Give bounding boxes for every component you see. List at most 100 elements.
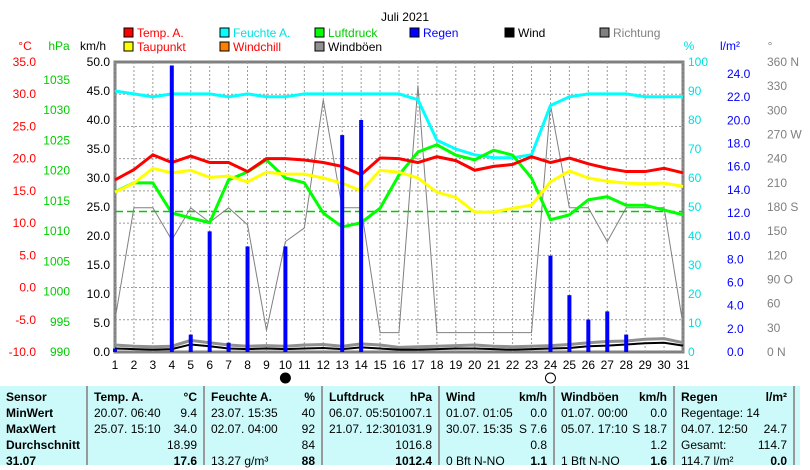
wind-axis-tick: 0.0 <box>93 345 110 359</box>
x-tick-label: 18 <box>430 358 444 372</box>
table-cell: Feuchte A.% <box>211 390 315 406</box>
wind-axis-tick: 50.0 <box>87 55 111 69</box>
rain-axis-tick: 0.0 <box>727 345 744 359</box>
table-cell: MinWert <box>6 406 80 422</box>
wind-axis-tick: 30.0 <box>87 171 111 185</box>
rain-axis-tick: 24.0 <box>727 67 751 81</box>
cell-value: 1.2 <box>650 438 667 452</box>
temp-axis-tick: 20.0 <box>13 152 37 166</box>
rain-bar <box>624 334 629 352</box>
legend-label: Taupunkt <box>137 40 186 54</box>
x-tick-label: 10 <box>279 358 293 372</box>
cell-text: 06.07. 05:50 <box>329 406 396 420</box>
cell-text: 01.07. 01:05 <box>446 406 513 420</box>
humidity-axis-tick: 30 <box>688 258 702 272</box>
x-tick-label: 1 <box>112 358 119 372</box>
row-label: Durchschnitt <box>6 438 81 452</box>
x-tick-label: 20 <box>468 358 482 372</box>
column-unit: hPa <box>409 390 432 404</box>
x-tick-label: 2 <box>131 358 138 372</box>
series-taupunkt <box>114 166 684 214</box>
table-column: Luftdruck hPa 06.07. 05:50 1007.1 21.07. 12:… <box>323 386 440 468</box>
cell-text: 1 Bft N-NO <box>561 454 620 468</box>
x-tick-label: 19 <box>449 358 463 372</box>
table-cell: Regen l/m² <box>681 390 787 406</box>
rain-axis-tick: 22.0 <box>727 90 751 104</box>
humidity-axis-label: % <box>684 39 695 53</box>
rain-axis-tick: 14.0 <box>727 183 751 197</box>
pressure-axis-tick: 1030 <box>43 103 70 117</box>
legend-swatch <box>314 27 325 38</box>
cell-value: 18.99 <box>166 438 197 452</box>
table-cell: 21.07. 12:30 1031.9 <box>329 422 432 438</box>
x-tick-label: 4 <box>168 358 175 372</box>
wind-axis-label: km/h <box>80 39 106 53</box>
temp-axis-tick: 5.0 <box>19 248 36 262</box>
cell-text: 04.07. 12:50 <box>681 422 748 436</box>
pressure-axis-tick: 1010 <box>43 224 70 238</box>
x-tick-label: 31 <box>676 358 690 372</box>
cell-value: S 7.6 <box>518 422 547 436</box>
rain-axis-tick: 10.0 <box>727 229 751 243</box>
column-header: Sensor <box>6 390 47 404</box>
table-cell: 06.07. 05:50 1007.1 <box>329 406 432 422</box>
pressure-axis-tick: 1015 <box>43 194 70 208</box>
cell-text: 23.07. 15:35 <box>211 406 278 420</box>
legend-swatch <box>123 27 134 38</box>
legend-swatch <box>409 27 420 38</box>
x-tick-label: 24 <box>544 358 558 372</box>
legend-label: Feuchte A. <box>233 26 290 40</box>
legend-swatch <box>219 27 230 38</box>
humidity-axis-tick: 90 <box>688 84 702 98</box>
cell-value: 24.7 <box>763 422 787 436</box>
cell-value: 17.6 <box>173 454 197 468</box>
x-tick-label: 21 <box>487 358 501 372</box>
cell-text: 20.07. 06:40 <box>94 406 161 420</box>
cell-text: 30.07. 15:35 <box>446 422 513 436</box>
legend-swatch <box>504 27 515 38</box>
moon-new-icon <box>279 372 291 384</box>
cell-value: 1.1 <box>530 454 547 468</box>
legend-label: Richtung <box>613 26 660 40</box>
direction-axis-tick: 330 <box>767 79 787 93</box>
legend-label: Windböen <box>328 40 382 54</box>
rain-bar <box>605 311 610 352</box>
legend-label: Luftdruck <box>328 26 378 40</box>
table-cell: 01.07. 00:00 0.0 <box>561 406 667 422</box>
table-cell: 05.07. 17:10 S 18.7 <box>561 422 667 438</box>
pressure-axis-tick: 1025 <box>43 133 70 147</box>
pressure-axis-tick: 1020 <box>43 164 70 178</box>
rain-axis-tick: 2.0 <box>727 322 744 336</box>
row-label: 31.07 <box>6 454 37 468</box>
rain-bar <box>567 295 572 352</box>
legend-swatch <box>599 27 610 38</box>
rain-bar <box>586 319 591 352</box>
x-tick-label: 6 <box>206 358 213 372</box>
table-cell: 84 <box>211 438 315 454</box>
temp-axis-tick: 35.0 <box>13 55 37 69</box>
x-tick-label: 5 <box>187 358 194 372</box>
x-tick-label: 26 <box>582 358 596 372</box>
temp-axis-tick: 25.0 <box>13 119 37 133</box>
x-tick-label: 23 <box>525 358 539 372</box>
humidity-axis-tick: 20 <box>688 287 702 301</box>
column-unit: °C <box>183 390 197 404</box>
table-cell: 1012.4 <box>329 454 432 470</box>
rain-bar <box>169 65 174 352</box>
rain-axis-tick: 12.0 <box>727 206 751 220</box>
cell-text: 21.07. 12:30 <box>329 422 396 436</box>
wind-axis-tick: 25.0 <box>87 200 111 214</box>
table-cell: 0 Bft N-NO 1.1 <box>446 454 547 470</box>
humidity-axis-tick: 0 <box>688 345 695 359</box>
table-cell: Sensor <box>6 390 80 406</box>
direction-axis-tick: 270 W <box>767 128 802 142</box>
rain-bar <box>207 231 212 352</box>
rain-bar <box>245 246 250 352</box>
humidity-axis-tick: 10 <box>688 316 702 330</box>
rain-axis-tick: 8.0 <box>727 252 744 266</box>
column-header: Feuchte A. <box>211 390 272 404</box>
rain-bar <box>283 246 288 352</box>
cell-value: 114.7 <box>757 438 787 452</box>
table-cell: 114.7 l/m² 0.0 <box>681 454 787 470</box>
table-cell: 17.6 <box>94 454 197 470</box>
